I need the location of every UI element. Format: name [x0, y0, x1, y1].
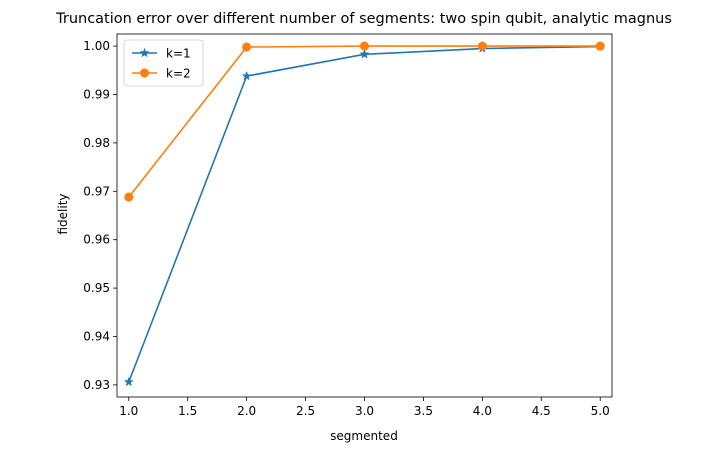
x-tick-label: 2.0	[237, 404, 256, 418]
y-tick-label: 1.00	[83, 39, 110, 53]
y-tick-label: 0.96	[83, 233, 110, 247]
series-1-point	[359, 49, 370, 59]
legend-box	[123, 39, 204, 87]
series-1-point	[123, 376, 134, 387]
x-tick-label: 5.0	[591, 404, 610, 418]
x-tick-label: 1.5	[178, 404, 197, 418]
x-tick-label: 2.5	[296, 404, 315, 418]
x-tick-label: 3.5	[414, 404, 433, 418]
series-2-point	[595, 41, 605, 51]
series-1-point	[241, 70, 252, 81]
y-tick-label: 0.95	[83, 281, 110, 295]
legend-label-1: k=1	[166, 47, 191, 61]
x-tick-label: 4.5	[532, 404, 551, 418]
x-tick-label: 1.0	[119, 404, 138, 418]
series-2-point	[477, 41, 487, 51]
y-axis-label: fidelity	[56, 193, 70, 234]
series-2-point	[242, 42, 252, 52]
chart-title: Truncation error over different number o…	[55, 11, 672, 27]
y-tick-label: 0.93	[83, 378, 110, 392]
y-tick-label: 0.97	[83, 184, 110, 198]
x-tick-label: 4.0	[473, 404, 492, 418]
y-tick-label: 0.99	[83, 88, 110, 102]
axes-frame	[116, 33, 613, 398]
legend-label-2: k=2	[166, 67, 191, 81]
y-tick-label: 0.98	[83, 136, 110, 150]
series-line-1	[128, 45, 601, 383]
series-2-point	[359, 41, 370, 51]
x-axis-label: segmented	[330, 429, 398, 443]
legend-marker-1	[139, 47, 150, 58]
y-tick-label: 0.94	[83, 330, 110, 344]
x-tick-label: 3.0	[355, 404, 374, 418]
legend-marker-2	[139, 68, 150, 78]
series-2-point	[124, 192, 134, 202]
plot-area: 1.0 1.5 2.0 2.5 3.0 3.5 4.0 4.5 5.0 0.93 0.94 0.95 0…	[83, 33, 613, 418]
